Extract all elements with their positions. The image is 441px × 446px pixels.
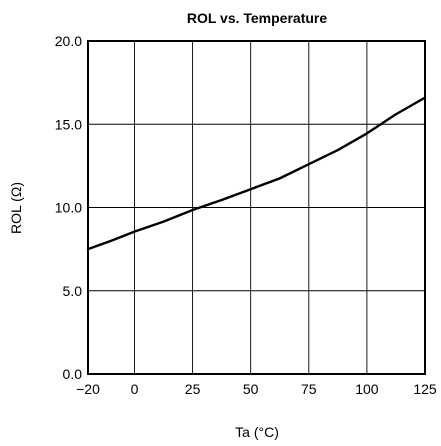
series-line [86,96,427,251]
x-tick-label: −20 [76,381,100,397]
y-tick-label: 10.0 [55,200,82,216]
x-tick-labels: −20 0 25 50 75 100 125 [76,381,437,397]
x-tick-label: 0 [131,381,139,397]
x-tick-label: 100 [355,381,379,397]
x-tick-label: 50 [243,381,259,397]
x-axis-label: Ta (°C) [235,424,279,440]
chart-title: ROL vs. Temperature [187,10,328,26]
y-tick-label: 5.0 [63,283,83,299]
y-tick-label: 20.0 [55,33,82,49]
series-lines [86,96,427,251]
x-tick-label: 125 [413,381,437,397]
x-tick-label: 25 [185,381,201,397]
y-axis-label: ROL (Ω) [8,182,24,234]
x-tick-label: 75 [301,381,317,397]
plot-frame [87,40,426,375]
grid-lines [88,41,425,374]
y-tick-labels: 0.0 5.0 10.0 15.0 20.0 [55,33,82,382]
y-tick-label: 15.0 [55,116,82,132]
y-tick-label: 0.0 [63,366,83,382]
